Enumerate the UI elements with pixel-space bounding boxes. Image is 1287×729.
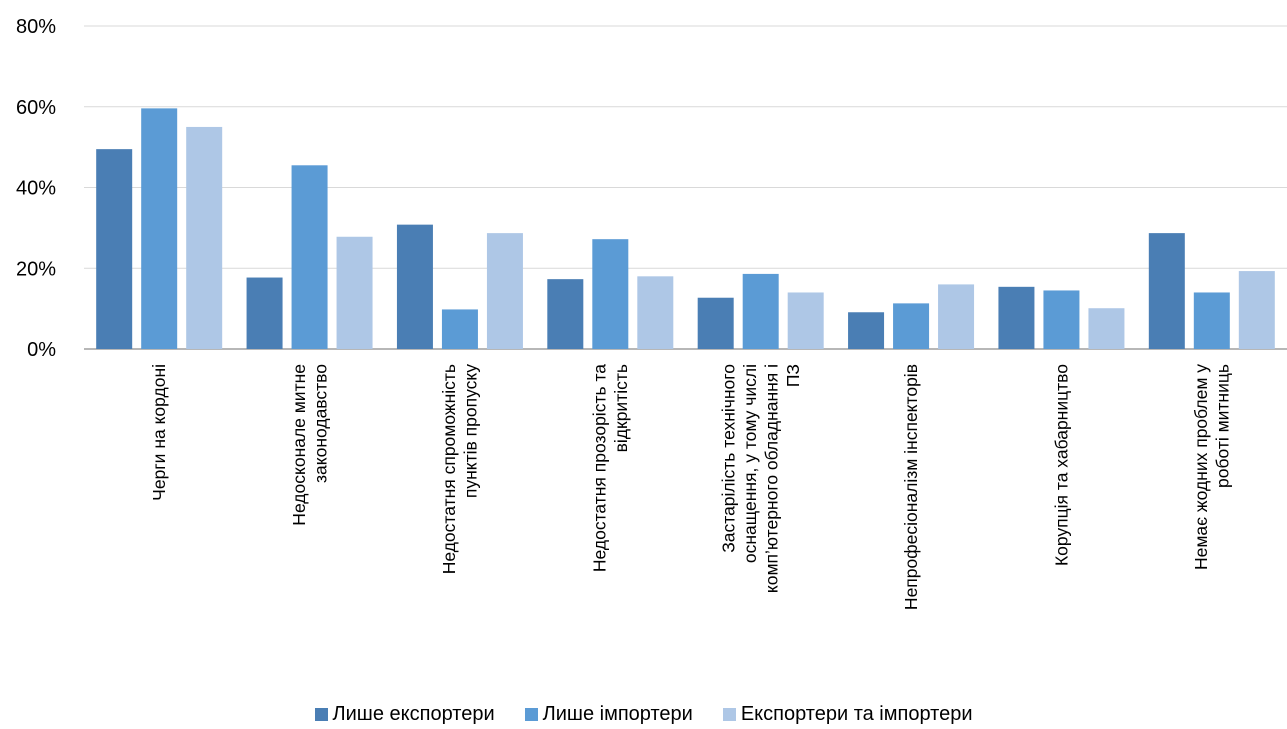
legend-item: Експортери та імпортери xyxy=(722,702,973,726)
x-category-label-line: комп’ютерного обладнання і xyxy=(761,364,781,593)
gridlines xyxy=(84,25,1287,350)
y-tick-label: 20% xyxy=(16,258,56,280)
bars xyxy=(96,108,1275,350)
bar xyxy=(637,276,674,349)
legend-label: Лише експортери xyxy=(332,703,495,725)
bar xyxy=(742,273,779,349)
bar xyxy=(893,303,930,349)
bar xyxy=(441,309,478,349)
bar-chart: 0% 20% 40% 60% 80% Черги на кордоні Недоскона… xyxy=(16,16,1287,610)
bar xyxy=(547,279,584,349)
x-category-label: Корупція та хабарництво xyxy=(1051,364,1071,566)
x-category-label-line: оснащення, у тому числі xyxy=(740,364,760,563)
bar xyxy=(1043,290,1080,349)
legend-label: Лише імпортери xyxy=(542,703,693,725)
bar xyxy=(998,286,1035,349)
legend-item: Лише імпортери xyxy=(524,702,693,726)
bar xyxy=(396,224,433,349)
legend-swatch xyxy=(314,707,328,721)
bar xyxy=(1238,271,1275,349)
x-category-label: Недосконале митне законодавство xyxy=(289,364,331,526)
legend: Лише експортери Лише імпортери Експортери … xyxy=(0,702,1287,726)
x-category-label-line: законодавство xyxy=(310,364,330,483)
bar xyxy=(1088,308,1125,349)
bar xyxy=(1148,233,1185,349)
x-category-label: Застарілість технічного оснащення, у тому… xyxy=(718,364,803,593)
x-category-label-line: пунктів пропуску xyxy=(461,364,481,498)
x-category-label: Черги на кордоні xyxy=(149,364,169,501)
x-category-label-line: Застарілість технічного xyxy=(718,364,738,553)
x-category-label-line: відкритість xyxy=(611,364,631,452)
bar xyxy=(938,284,975,349)
x-category-label-line: Недостатня спроможність xyxy=(439,364,459,574)
legend-swatch xyxy=(524,707,538,721)
y-tick-label: 40% xyxy=(16,178,56,200)
x-category-label: Недостатня спроможність пунктів пропуску xyxy=(439,364,481,575)
x-axis-labels: Черги на кордоні Недосконале митне законод… xyxy=(149,364,1232,610)
x-category-label-line: Немає жодних проблем у xyxy=(1191,364,1211,570)
bar xyxy=(291,165,328,349)
bar xyxy=(186,126,223,349)
bar xyxy=(787,292,824,349)
bar xyxy=(96,149,133,349)
y-tick-label: 60% xyxy=(16,97,56,119)
legend-label: Експортери та імпортери xyxy=(740,703,973,725)
x-category-label: Недостатня прозорість та відкритість xyxy=(590,364,632,572)
x-category-label-line: роботі митниць xyxy=(1213,364,1233,488)
legend-item: Лише експортери xyxy=(314,702,495,726)
bar xyxy=(697,297,734,349)
x-category-label-line: Недостатня прозорість та xyxy=(590,364,610,572)
x-category-label-line: Черги на кордоні xyxy=(149,364,169,501)
x-category-label-line: ПЗ xyxy=(783,364,803,387)
x-category-label-line: Корупція та хабарництво xyxy=(1051,364,1071,566)
x-category-label: Немає жодних проблем у роботі митниць xyxy=(1191,364,1233,570)
bar xyxy=(848,312,885,349)
bar xyxy=(1193,292,1230,349)
x-category-label: Непрофесіоналізм інспекторів xyxy=(901,364,921,610)
x-category-label-line: Недосконале митне xyxy=(289,364,309,526)
y-axis-ticks: 0% 20% 40% 60% 80% xyxy=(16,16,56,361)
x-category-label-line: Непрофесіоналізм інспекторів xyxy=(901,364,921,610)
legend-swatch xyxy=(722,707,736,721)
bar xyxy=(336,236,373,349)
y-tick-label: 0% xyxy=(27,339,56,361)
bar xyxy=(246,277,283,349)
bar xyxy=(592,239,629,349)
y-tick-label: 80% xyxy=(16,16,56,38)
bar xyxy=(486,233,523,349)
bar xyxy=(141,108,178,350)
